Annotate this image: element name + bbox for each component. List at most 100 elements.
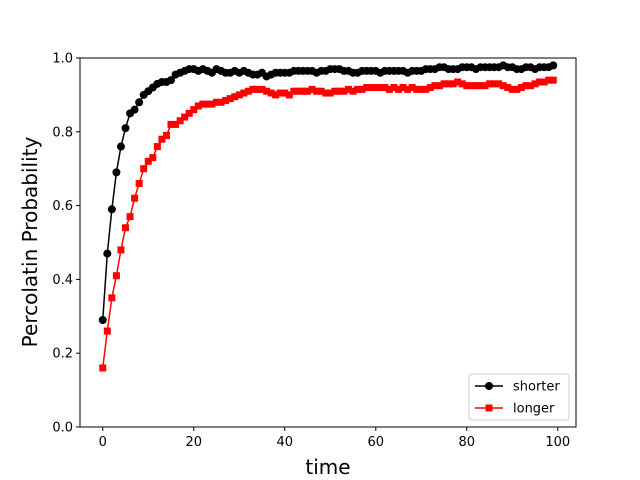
data-point-longer <box>172 120 180 128</box>
data-point-longer <box>472 82 480 90</box>
legend-marker-shorter <box>485 382 493 390</box>
data-point-longer <box>103 327 111 335</box>
data-point-longer <box>226 95 234 103</box>
data-point-longer <box>117 246 125 254</box>
data-point-longer <box>490 80 498 88</box>
data-point-longer <box>167 120 175 128</box>
data-point-longer <box>244 87 252 95</box>
plot-area-frame <box>79 57 577 428</box>
data-point-longer <box>285 91 293 99</box>
y-tick-label: 0.6 <box>52 199 73 214</box>
data-point-shorter <box>135 98 144 107</box>
x-tick-label: 0 <box>99 435 107 450</box>
data-point-longer <box>486 80 494 88</box>
data-point-longer <box>208 100 216 108</box>
data-point-shorter <box>167 76 176 85</box>
data-point-shorter <box>98 315 107 324</box>
data-point-longer <box>340 87 348 95</box>
y-tick-label: 0.0 <box>52 421 73 436</box>
data-point-longer <box>108 294 116 302</box>
data-point-shorter <box>107 205 116 214</box>
data-point-longer <box>276 89 284 97</box>
data-point-longer <box>331 87 339 95</box>
data-point-longer <box>417 85 425 93</box>
data-point-longer <box>135 179 143 187</box>
y-tick-label: 1.0 <box>52 52 73 67</box>
data-point-longer <box>149 154 157 162</box>
data-point-longer <box>213 98 221 106</box>
data-point-longer <box>476 82 484 90</box>
data-point-longer <box>481 82 489 90</box>
data-point-longer <box>354 85 362 93</box>
data-point-longer <box>153 143 161 151</box>
y-tick-label: 0.4 <box>52 273 73 288</box>
data-point-shorter <box>121 124 130 133</box>
data-point-longer <box>381 84 389 92</box>
data-point-longer <box>422 85 430 93</box>
data-point-longer <box>467 82 475 90</box>
data-point-shorter <box>130 105 139 114</box>
data-point-longer <box>112 272 120 280</box>
data-point-longer <box>358 85 366 93</box>
data-point-shorter <box>103 249 112 258</box>
data-point-longer <box>199 100 207 108</box>
data-point-longer <box>458 80 466 88</box>
data-point-longer <box>162 131 170 139</box>
data-point-longer <box>185 109 193 117</box>
data-point-longer <box>413 85 421 93</box>
y-tick-label: 0.2 <box>52 347 73 362</box>
x-tick-label: 40 <box>276 435 293 450</box>
data-point-longer <box>267 89 275 97</box>
data-point-longer <box>299 87 307 95</box>
data-point-longer <box>140 165 148 173</box>
y-axis-label: Percolatin Probability <box>18 137 42 348</box>
legend-marker-longer <box>485 404 493 412</box>
data-point-longer <box>367 84 375 92</box>
data-point-longer <box>335 87 343 95</box>
data-point-longer <box>194 102 202 110</box>
data-point-longer <box>372 84 380 92</box>
data-point-longer <box>517 84 525 92</box>
x-tick-label: 60 <box>368 435 385 450</box>
series-layer <box>98 61 558 372</box>
data-point-longer <box>508 85 516 93</box>
series-shorter <box>98 61 558 324</box>
data-point-longer <box>222 96 230 104</box>
legend-label-longer: longer <box>513 402 555 417</box>
data-point-longer <box>322 89 330 97</box>
data-point-longer <box>445 80 453 88</box>
data-point-longer <box>454 78 462 86</box>
data-point-longer <box>431 82 439 90</box>
data-point-longer <box>263 87 271 95</box>
data-point-longer <box>344 85 352 93</box>
data-point-longer <box>144 157 152 165</box>
data-point-longer <box>176 117 184 125</box>
data-point-longer <box>404 85 412 93</box>
data-point-longer <box>99 364 107 372</box>
data-point-longer <box>126 213 134 221</box>
data-point-longer <box>217 98 225 106</box>
legend-entries: shorter longer <box>475 380 560 417</box>
data-point-longer <box>290 87 298 95</box>
data-point-longer <box>122 224 130 232</box>
data-point-longer <box>253 85 261 93</box>
data-point-longer <box>249 85 257 93</box>
data-point-longer <box>531 80 539 88</box>
data-point-longer <box>235 91 243 99</box>
data-point-shorter <box>549 61 558 70</box>
data-point-longer <box>281 89 289 97</box>
data-point-longer <box>504 84 512 92</box>
data-point-longer <box>426 84 434 92</box>
data-point-longer <box>549 76 557 84</box>
data-point-longer <box>395 85 403 93</box>
data-point-longer <box>363 84 371 92</box>
data-point-longer <box>522 82 530 90</box>
data-point-longer <box>313 87 321 95</box>
data-point-longer <box>326 89 334 97</box>
data-point-longer <box>317 87 325 95</box>
y-tick-label: 0.8 <box>52 125 73 140</box>
legend: shorter longer <box>468 373 570 421</box>
data-point-longer <box>526 82 534 90</box>
data-point-longer <box>536 78 544 86</box>
